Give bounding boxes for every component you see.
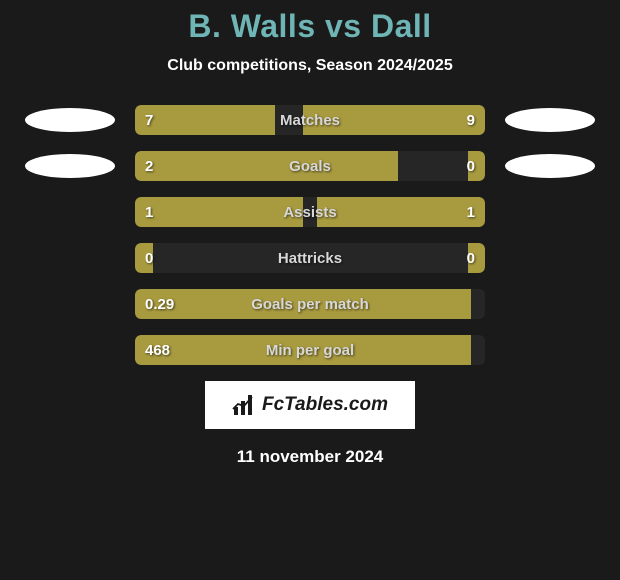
stat-label: Min per goal [135,335,485,365]
comparison-container: B. Walls vs Dall Club competitions, Seas… [0,0,620,467]
stat-value-right: 0 [467,151,475,181]
stat-row: Matches7 9 [0,105,620,135]
page-title: B. Walls vs Dall [0,8,620,45]
page-subtitle: Club competitions, Season 2024/2025 [0,57,620,75]
player-left-placeholder [25,108,115,132]
stat-value-left: 1 [145,197,153,227]
stat-row: Goals per match0.29 [0,289,620,319]
source-badge: FcTables.com [205,381,415,429]
stat-value-right: 1 [467,197,475,227]
stat-row: Min per goal468 [0,335,620,365]
stat-row: Goals2 0 [0,151,620,181]
stat-bar-track: Hattricks0 0 [135,243,485,273]
stats-area: Matches79Goals20Assists11Hattricks00Goal… [0,105,620,365]
stat-label: Assists [135,197,485,227]
date-label: 11 november 2024 [0,447,620,467]
stat-label: Goals per match [135,289,485,319]
stat-value-left: 7 [145,105,153,135]
stat-label: Matches [135,105,485,135]
stat-value-right: 0 [467,243,475,273]
stat-bar-track: Goals per match0.29 [135,289,485,319]
stat-value-right: 9 [467,105,475,135]
stat-value-left: 0 [145,243,153,273]
stat-label: Goals [135,151,485,181]
source-badge-text: FcTables.com [262,394,388,416]
stat-bar-track: Matches7 9 [135,105,485,135]
stat-row: Hattricks0 0 [0,243,620,273]
stat-bar-track: Assists1 1 [135,197,485,227]
stat-value-left: 0.29 [145,289,174,319]
stat-bar-track: Min per goal468 [135,335,485,365]
chart-icon [232,395,256,415]
stat-bar-track: Goals2 0 [135,151,485,181]
stat-value-left: 468 [145,335,170,365]
stat-value-left: 2 [145,151,153,181]
player-right-placeholder [505,154,595,178]
stat-label: Hattricks [135,243,485,273]
player-left-placeholder [25,154,115,178]
player-right-placeholder [505,108,595,132]
stat-row: Assists1 1 [0,197,620,227]
